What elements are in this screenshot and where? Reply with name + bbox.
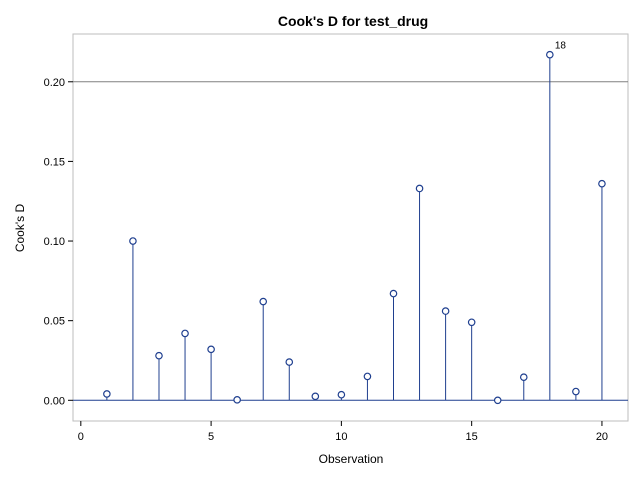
marker-17: [519, 373, 528, 382]
y-tick-label: 0.15: [44, 156, 65, 168]
y-tick-label: 0.20: [44, 77, 65, 89]
x-tick-label: 15: [466, 431, 478, 443]
needle-series: [103, 50, 606, 405]
marker-9: [311, 392, 320, 401]
marker-5: [207, 345, 215, 354]
x-tick-label: 0: [78, 431, 84, 443]
marker-19: [572, 387, 580, 396]
marker-2: [129, 237, 137, 245]
chart-title: Cook's D for test_drug: [278, 13, 428, 29]
point-label-layer: 18: [555, 41, 567, 52]
plot-frame: [72, 33, 629, 422]
marker-12: [389, 289, 398, 298]
marker-7: [259, 297, 268, 306]
x-tick-label: 20: [596, 431, 608, 443]
marker-20: [598, 179, 606, 188]
x-axis-label: Observation: [319, 452, 384, 466]
marker-1: [103, 390, 111, 398]
marker-8: [285, 358, 294, 366]
marker-4: [181, 329, 189, 338]
marker-11: [363, 372, 372, 381]
y-axis-ticks: 0.00 0.05 0.10 0.15 0.20: [44, 77, 73, 407]
marker-10: [337, 390, 346, 399]
x-tick-label: 5: [208, 431, 214, 443]
marker-6: [233, 396, 241, 404]
x-axis-ticks: 0 5 10 15 20: [78, 421, 608, 443]
marker-3: [155, 351, 163, 360]
point-label-18: 18: [555, 41, 567, 52]
marker-16: [493, 396, 502, 405]
marker-14: [441, 307, 450, 315]
x-tick-label: 10: [335, 431, 347, 443]
marker-15: [467, 318, 476, 327]
y-axis-label: Cook's D: [13, 204, 27, 253]
marker-13: [415, 184, 424, 193]
marker-18: [546, 50, 554, 59]
y-tick-label: 0.00: [44, 395, 65, 407]
y-tick-label: 0.10: [44, 236, 65, 248]
y-tick-label: 0.05: [44, 316, 65, 328]
